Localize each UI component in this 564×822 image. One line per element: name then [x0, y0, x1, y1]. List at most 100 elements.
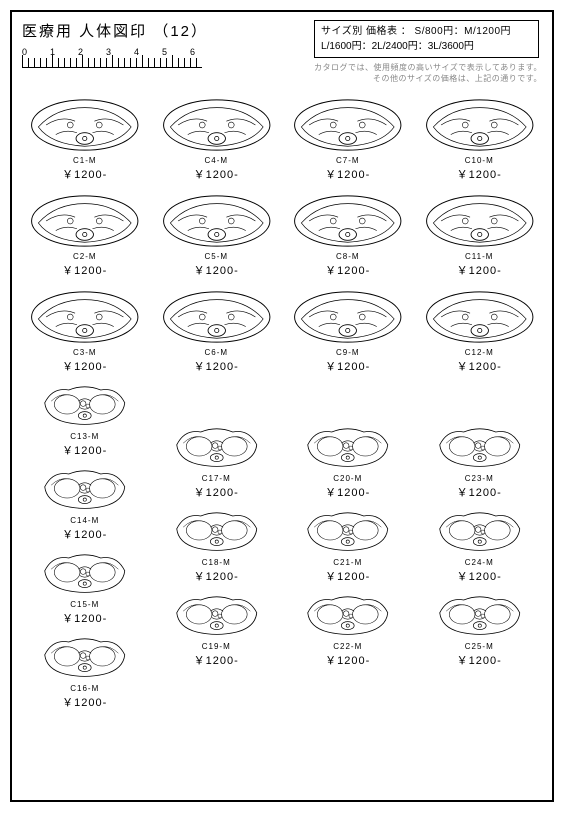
- product-item: C11-M￥1200-: [417, 192, 543, 278]
- note-line-2: その他のサイズの価格は、上記の通りです。: [314, 73, 542, 84]
- item-price: ￥1200-: [22, 358, 148, 374]
- product-item: C23-M￥1200-: [417, 424, 543, 500]
- anatomy-diagram-icon: [417, 508, 543, 556]
- item-price: ￥1200-: [285, 652, 411, 668]
- anatomy-diagram-icon: [285, 592, 411, 640]
- item-code: C20-M: [285, 474, 411, 483]
- item-price: ￥1200-: [285, 484, 411, 500]
- anatomy-diagram-icon: [285, 508, 411, 556]
- product-item: C13-M￥1200-: [22, 382, 148, 458]
- item-price: ￥1200-: [285, 166, 411, 182]
- anatomy-diagram-icon: [22, 192, 148, 250]
- anatomy-diagram-icon: [154, 508, 280, 556]
- item-code: C19-M: [154, 642, 280, 651]
- product-item: C7-M￥1200-: [285, 96, 411, 182]
- anatomy-diagram-icon: [417, 592, 543, 640]
- anatomy-diagram-icon: [154, 592, 280, 640]
- product-item: C20-M￥1200-: [285, 424, 411, 500]
- item-price: ￥1200-: [154, 358, 280, 374]
- item-price: ￥1200-: [417, 358, 543, 374]
- item-price: ￥1200-: [285, 358, 411, 374]
- anatomy-diagram-icon: [285, 288, 411, 346]
- product-item: C14-M￥1200-: [22, 466, 148, 542]
- anatomy-diagram-icon: [285, 192, 411, 250]
- anatomy-diagram-icon: [285, 424, 411, 472]
- item-code: C3-M: [22, 348, 148, 357]
- anatomy-diagram-icon: [22, 288, 148, 346]
- anatomy-diagram-icon: [22, 550, 148, 598]
- item-code: C14-M: [22, 516, 148, 525]
- item-price: ￥1200-: [417, 568, 543, 584]
- anatomy-diagram-icon: [22, 96, 148, 154]
- product-grid: C1-M￥1200-C4-M￥1200-C7-M￥1200-C10-M￥1200…: [22, 96, 542, 718]
- page-title: 医療用 人体図印 （12）: [22, 20, 314, 41]
- item-price: ￥1200-: [154, 652, 280, 668]
- product-item: C18-M￥1200-: [154, 508, 280, 584]
- price-table: サイズ別 価格表 ： S/800円：M/1200円 L/1600円：2L/240…: [314, 20, 539, 58]
- item-code: C17-M: [154, 474, 280, 483]
- grid-column: C23-M￥1200-C24-M￥1200-C25-M￥1200-: [417, 402, 543, 718]
- product-item: C4-M￥1200-: [154, 96, 280, 182]
- item-code: C2-M: [22, 252, 148, 261]
- item-code: C12-M: [417, 348, 543, 357]
- item-code: C11-M: [417, 252, 543, 261]
- item-code: C10-M: [417, 156, 543, 165]
- item-price: ￥1200-: [417, 262, 543, 278]
- price-note-block: サイズ別 価格表 ： S/800円：M/1200円 L/1600円：2L/240…: [314, 20, 542, 84]
- grid-column: C17-M￥1200-C18-M￥1200-C19-M￥1200-: [154, 402, 280, 718]
- anatomy-diagram-icon: [22, 466, 148, 514]
- item-price: ￥1200-: [154, 262, 280, 278]
- item-code: C9-M: [285, 348, 411, 357]
- product-item: C16-M￥1200-: [22, 634, 148, 710]
- product-item: C12-M￥1200-: [417, 288, 543, 374]
- product-item: C2-M￥1200-: [22, 192, 148, 278]
- item-price: ￥1200-: [417, 484, 543, 500]
- item-code: C13-M: [22, 432, 148, 441]
- item-code: C8-M: [285, 252, 411, 261]
- item-code: C21-M: [285, 558, 411, 567]
- item-code: C22-M: [285, 642, 411, 651]
- item-code: C6-M: [154, 348, 280, 357]
- item-price: ￥1200-: [22, 526, 148, 542]
- item-code: C7-M: [285, 156, 411, 165]
- product-item: C22-M￥1200-: [285, 592, 411, 668]
- product-item: C19-M￥1200-: [154, 592, 280, 668]
- item-code: C5-M: [154, 252, 280, 261]
- anatomy-diagram-icon: [417, 96, 543, 154]
- anatomy-diagram-icon: [154, 288, 280, 346]
- section-1: C1-M￥1200-C4-M￥1200-C7-M￥1200-C10-M￥1200…: [22, 96, 542, 384]
- product-item: C15-M￥1200-: [22, 550, 148, 626]
- anatomy-diagram-icon: [154, 96, 280, 154]
- product-item: C10-M￥1200-: [417, 96, 543, 182]
- product-item: C6-M￥1200-: [154, 288, 280, 374]
- item-price: ￥1200-: [285, 568, 411, 584]
- price-line-1: サイズ別 価格表 ： S/800円：M/1200円: [321, 24, 532, 39]
- item-price: ￥1200-: [154, 568, 280, 584]
- product-item: C9-M￥1200-: [285, 288, 411, 374]
- item-price: ￥1200-: [154, 484, 280, 500]
- anatomy-diagram-icon: [22, 382, 148, 430]
- item-price: ￥1200-: [22, 262, 148, 278]
- product-item: C17-M￥1200-: [154, 424, 280, 500]
- grid-column: C20-M￥1200-C21-M￥1200-C22-M￥1200-: [285, 402, 411, 718]
- ruler: 0123456: [22, 47, 314, 69]
- item-code: C25-M: [417, 642, 543, 651]
- section-2: C13-M￥1200-C14-M￥1200-C15-M￥1200-C16-M￥1…: [22, 402, 542, 718]
- anatomy-diagram-icon: [154, 424, 280, 472]
- product-item: C21-M￥1200-: [285, 508, 411, 584]
- item-code: C15-M: [22, 600, 148, 609]
- product-item: C8-M￥1200-: [285, 192, 411, 278]
- item-code: C4-M: [154, 156, 280, 165]
- anatomy-diagram-icon: [285, 96, 411, 154]
- anatomy-diagram-icon: [417, 288, 543, 346]
- item-price: ￥1200-: [285, 262, 411, 278]
- grid-column: C13-M￥1200-C14-M￥1200-C15-M￥1200-C16-M￥1…: [22, 402, 148, 718]
- anatomy-diagram-icon: [22, 634, 148, 682]
- item-code: C24-M: [417, 558, 543, 567]
- item-price: ￥1200-: [22, 442, 148, 458]
- item-price: ￥1200-: [417, 652, 543, 668]
- product-item: C1-M￥1200-: [22, 96, 148, 182]
- item-price: ￥1200-: [22, 610, 148, 626]
- item-price: ￥1200-: [22, 166, 148, 182]
- anatomy-diagram-icon: [417, 192, 543, 250]
